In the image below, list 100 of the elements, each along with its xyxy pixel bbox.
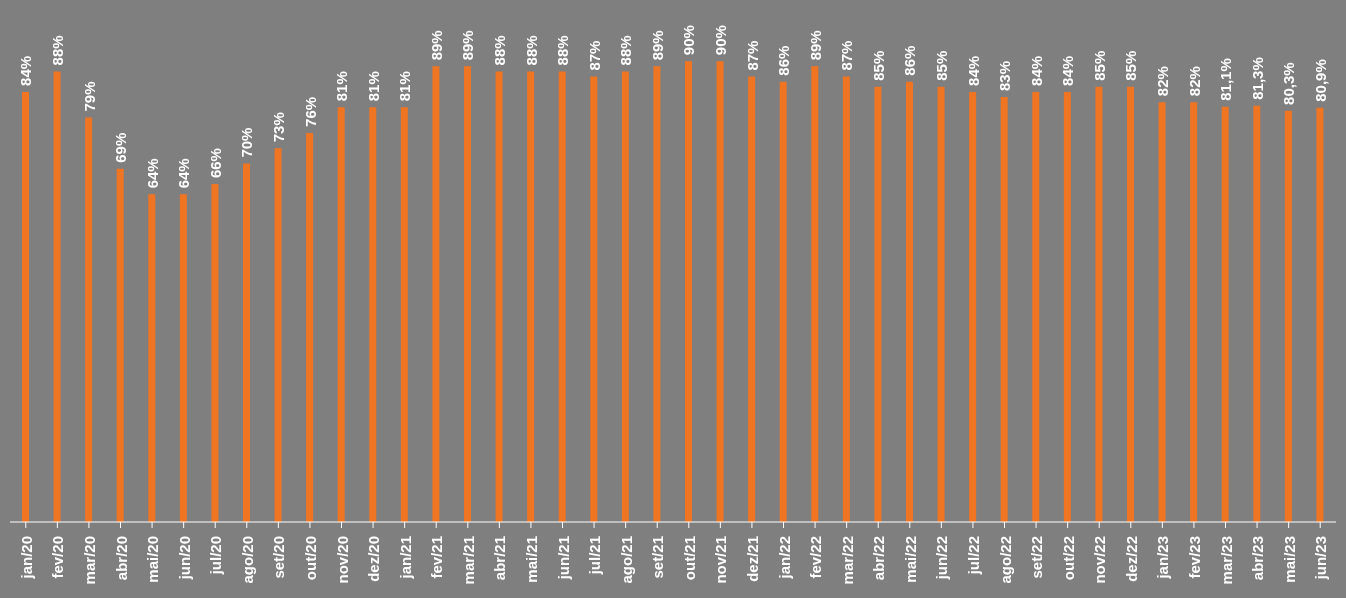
data-label: 76% — [301, 96, 319, 127]
x-tick-label: ago/21 — [617, 536, 635, 584]
x-tick-label: out/21 — [680, 536, 698, 581]
data-label: 81% — [364, 71, 382, 102]
bar — [1221, 106, 1229, 522]
x-tick-label: dez/21 — [743, 536, 761, 582]
bar — [243, 163, 250, 522]
bar — [874, 86, 882, 522]
data-label: 82% — [1154, 66, 1172, 97]
bar — [400, 107, 408, 522]
data-label: 87% — [743, 40, 761, 71]
bar — [179, 194, 187, 522]
x-tick-label: jan/22 — [775, 536, 793, 580]
bar — [85, 117, 93, 522]
data-label: 83% — [996, 61, 1014, 92]
data-label: 84% — [17, 55, 35, 86]
x-tick-label: jul/22 — [964, 536, 982, 576]
bar — [621, 71, 629, 522]
bar — [53, 71, 61, 522]
bar — [432, 66, 440, 522]
x-tick-label: jun/21 — [554, 536, 572, 581]
bar — [1063, 91, 1071, 522]
x-tick-label: jul/20 — [207, 536, 225, 576]
x-tick-label: mai/20 — [144, 536, 162, 583]
x-tick-label: mai/22 — [901, 536, 919, 583]
bar — [116, 168, 124, 522]
x-tick-label: fev/23 — [1185, 536, 1203, 579]
x-tick-label: set/22 — [1028, 536, 1046, 579]
x-tick-label: nov/20 — [333, 536, 351, 584]
data-label: 88% — [522, 35, 540, 66]
data-label: 87% — [838, 40, 856, 71]
x-tick-label: dez/22 — [1122, 536, 1140, 582]
x-tick-label: jul/21 — [586, 536, 604, 576]
data-label: 87% — [585, 40, 603, 71]
data-label: 88% — [554, 35, 572, 66]
x-tick-label: dez/20 — [365, 536, 383, 582]
bar — [558, 71, 566, 522]
x-tick-label: abr/22 — [870, 536, 888, 581]
x-tick-label: abr/20 — [112, 536, 130, 581]
bar — [1095, 86, 1103, 522]
x-tick-label: mar/22 — [838, 536, 856, 585]
bar — [306, 132, 314, 522]
data-label: 85% — [1122, 50, 1140, 81]
x-tick-label: abr/23 — [1249, 536, 1267, 581]
bar — [748, 76, 756, 522]
bar — [1032, 91, 1040, 522]
x-tick-label: out/22 — [1059, 536, 1077, 581]
bar — [937, 86, 945, 522]
data-label: 85% — [1090, 50, 1108, 81]
bar — [1316, 107, 1324, 522]
x-tick-label: out/20 — [301, 536, 319, 581]
data-label: 66% — [206, 148, 224, 179]
x-tick-label: set/20 — [270, 536, 288, 579]
bar — [527, 71, 535, 522]
data-label: 86% — [775, 45, 793, 76]
data-label: 82% — [1185, 66, 1203, 97]
bar — [906, 81, 913, 522]
data-label: 81,1% — [1217, 58, 1235, 101]
x-tick-label: ago/22 — [996, 536, 1014, 584]
x-tick-label: mar/23 — [1217, 536, 1235, 585]
x-tick-label: ago/20 — [238, 536, 256, 584]
bar — [1284, 110, 1292, 522]
data-label: 90% — [712, 25, 730, 56]
x-tick-label: jun/20 — [175, 536, 193, 581]
data-label: 69% — [112, 132, 130, 163]
bar — [337, 107, 345, 522]
data-label: 81% — [396, 71, 414, 102]
data-label: 86% — [901, 45, 919, 76]
bar — [211, 184, 219, 522]
x-tick-label: fev/22 — [807, 536, 825, 579]
x-tick-label: jan/21 — [396, 536, 414, 580]
bar — [716, 61, 724, 522]
data-label: 85% — [933, 50, 951, 81]
data-label: 64% — [175, 158, 193, 189]
bar — [969, 91, 977, 522]
data-label: 79% — [80, 81, 98, 112]
bar — [274, 148, 282, 522]
x-tick-label: mar/20 — [80, 536, 98, 585]
data-label: 89% — [806, 30, 824, 61]
x-tick-label: mai/23 — [1280, 536, 1298, 583]
data-label: 80,9% — [1311, 59, 1329, 102]
data-label: 88% — [491, 35, 509, 66]
data-label: 81,3% — [1248, 57, 1266, 100]
x-tick-label: jan/23 — [1154, 536, 1172, 580]
x-tick-label: jun/23 — [1312, 536, 1330, 581]
data-label: 80,3% — [1280, 62, 1298, 105]
data-label: 84% — [1059, 55, 1077, 86]
x-tick-label: jun/22 — [933, 536, 951, 581]
x-tick-label: fev/20 — [49, 536, 67, 579]
bar — [653, 66, 661, 522]
bar — [1190, 102, 1198, 522]
bar — [1253, 105, 1261, 522]
data-label: 85% — [869, 50, 887, 81]
data-label: 73% — [270, 112, 288, 143]
data-label: 84% — [964, 55, 982, 86]
data-label: 88% — [49, 35, 67, 66]
data-label: 89% — [459, 30, 477, 61]
data-label: 88% — [617, 35, 635, 66]
data-label: 64% — [143, 158, 161, 189]
data-label: 89% — [427, 30, 445, 61]
